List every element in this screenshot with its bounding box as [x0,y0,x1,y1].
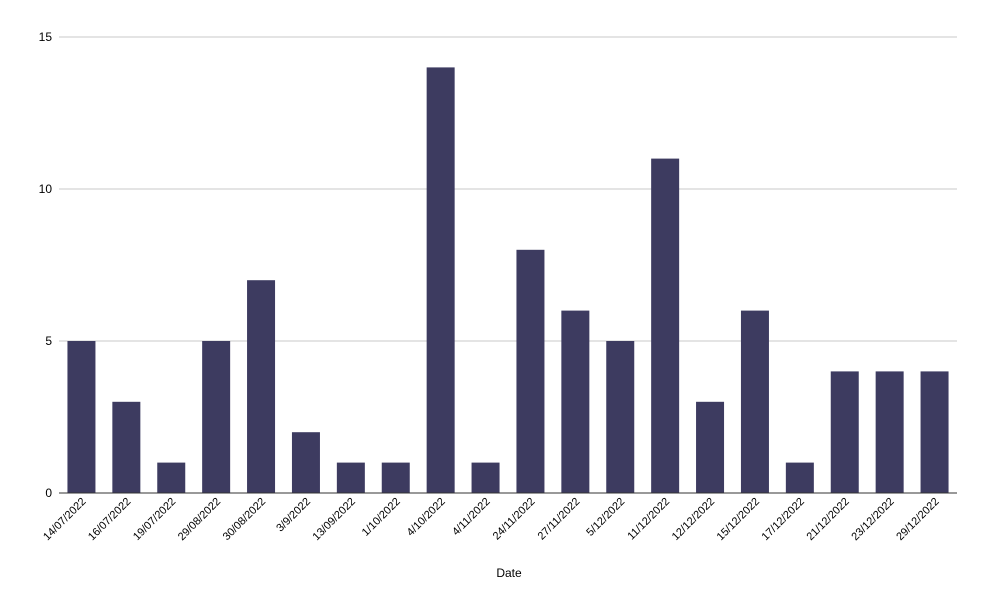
x-tick-label: 29/08/2022 [176,496,223,543]
x-tick-label: 30/08/2022 [221,496,268,543]
bar [157,462,186,493]
x-axis-ticks: 14/07/202216/07/202219/07/202229/08/2022… [41,496,942,543]
y-axis-ticks: 0 5 10 15 [39,30,53,500]
x-tick-label: 14/07/2022 [41,496,88,543]
bar [606,341,635,493]
x-tick-label: 4/11/2022 [450,496,493,539]
bar [561,310,590,493]
bar [336,462,365,493]
bar [112,401,141,493]
x-tick-label: 21/12/2022 [804,496,851,543]
x-tick-label: 4/10/2022 [405,496,448,539]
x-axis-title: Date [496,566,522,580]
bar [67,341,96,493]
bar [740,310,769,493]
x-tick-label: 29/12/2022 [894,496,941,543]
x-tick-label: 24/11/2022 [491,496,538,543]
bar [426,67,455,494]
bar [696,401,725,493]
x-tick-label: 3/9/2022 [274,496,313,535]
bar [291,432,320,493]
x-tick-label: 11/12/2022 [625,496,672,543]
bar [202,341,231,493]
gridlines [59,36,957,342]
x-tick-label: 5/12/2022 [584,496,627,539]
x-tick-label: 16/07/2022 [86,496,133,543]
y-tick-label: 0 [45,486,52,500]
x-tick-label: 15/12/2022 [715,496,762,543]
x-tick-label: 12/12/2022 [670,496,717,543]
bar [651,158,680,493]
bars [67,67,949,494]
x-tick-label: 1/10/2022 [360,496,403,539]
y-tick-label: 5 [45,334,52,348]
x-tick-label: 17/12/2022 [760,496,807,543]
bar [830,371,859,493]
bar [785,462,814,493]
x-tick-label: 23/12/2022 [849,496,896,543]
y-tick-label: 15 [39,30,53,44]
bar [247,280,276,493]
bar [875,371,904,493]
bar [516,249,545,493]
x-tick-label: 13/09/2022 [311,496,358,543]
x-tick-label: 27/11/2022 [536,496,583,543]
bar [471,462,500,493]
y-tick-label: 10 [39,182,53,196]
bar [381,462,410,493]
bar [920,371,949,493]
x-tick-label: 19/07/2022 [131,496,178,543]
